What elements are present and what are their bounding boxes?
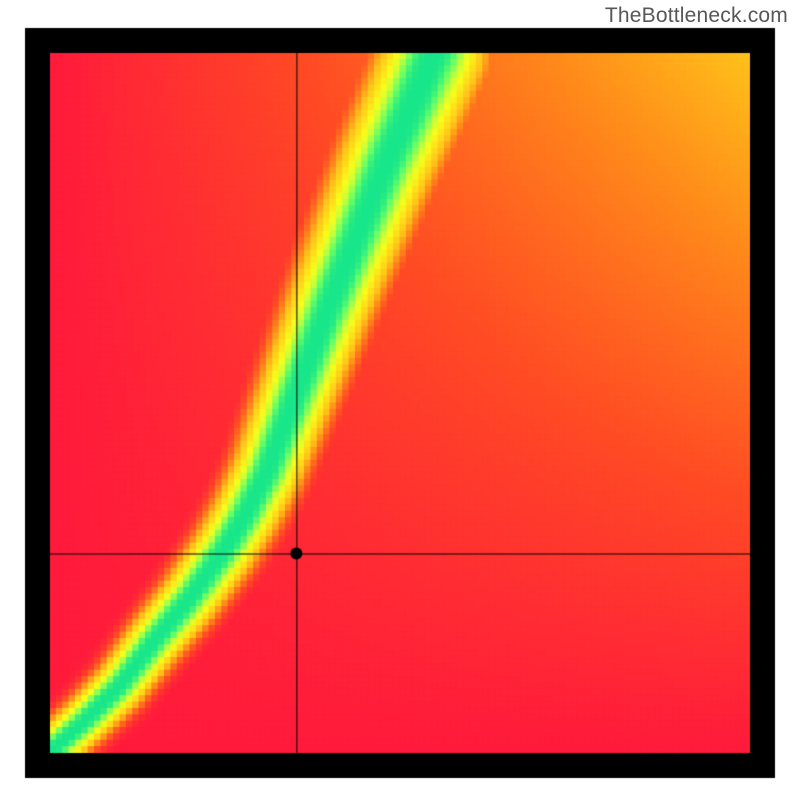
bottleneck-heatmap [0, 0, 800, 800]
watermark-text: TheBottleneck.com [605, 4, 788, 28]
